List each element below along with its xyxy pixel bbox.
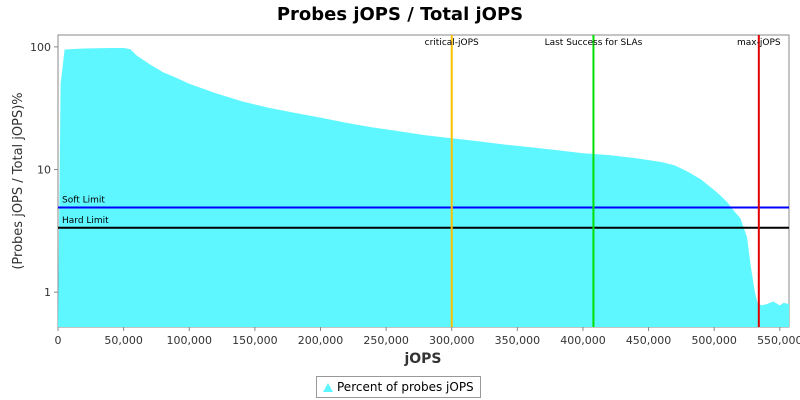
y-tick-label: 10 xyxy=(37,164,51,177)
x-tick-label: 400,000 xyxy=(560,334,606,347)
x-tick-label: 150,000 xyxy=(232,334,278,347)
x-tick-label: 550,000 xyxy=(757,334,800,347)
x-tick-label: 200,000 xyxy=(298,334,344,347)
v-marker-label-2: max-jOPS xyxy=(737,38,781,48)
y-tick-label: 100 xyxy=(30,41,51,54)
chart-title: Probes jOPS / Total jOPS xyxy=(277,4,523,25)
x-tick-label: 350,000 xyxy=(495,334,541,347)
legend: Percent of probes jOPS xyxy=(316,376,481,398)
v-marker-label-1: Last Success for SLAs xyxy=(545,38,643,48)
series-area-0 xyxy=(58,48,789,327)
legend-label: Percent of probes jOPS xyxy=(337,380,474,394)
legend-swatch-icon xyxy=(323,382,333,392)
y-tick-label: 1 xyxy=(44,286,51,299)
x-tick-label: 250,000 xyxy=(363,334,409,347)
x-tick-label: 100,000 xyxy=(166,334,212,347)
x-tick-label: 0 xyxy=(55,334,62,347)
v-marker-label-0: critical-jOPS xyxy=(425,38,479,48)
x-tick-label: 300,000 xyxy=(429,334,475,347)
h-marker-label-1: Hard Limit xyxy=(62,216,109,226)
x-tick-label: 500,000 xyxy=(691,334,737,347)
h-marker-label-0: Soft Limit xyxy=(62,196,105,206)
x-axis-label: jOPS xyxy=(403,351,441,367)
x-tick-label: 450,000 xyxy=(626,334,672,347)
x-tick-label: 50,000 xyxy=(104,334,143,347)
y-axis-label: (Probes jOPS / Total jOPS)% xyxy=(11,92,26,269)
